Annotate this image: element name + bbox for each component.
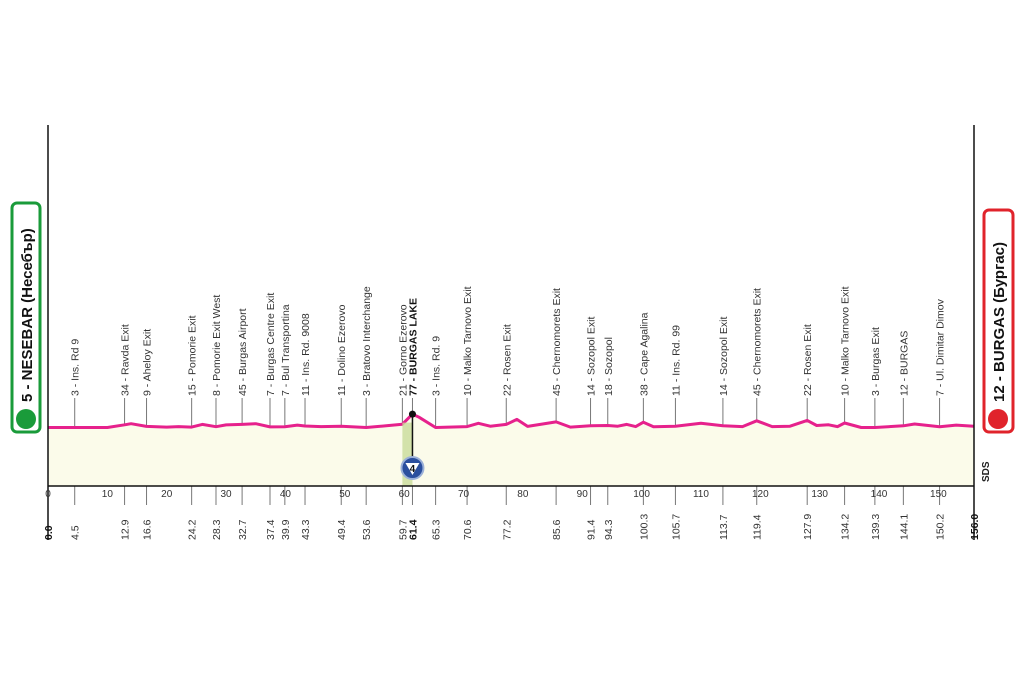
profile-fill — [48, 414, 974, 486]
finish-city-label: 12 - BURGAS (Бургас) — [991, 242, 1008, 402]
x-tick-label: 30 — [221, 489, 233, 500]
waypoint-label: 15 - Pomorie Exit — [187, 315, 199, 396]
bicycle-finish-icon — [988, 409, 1008, 429]
x-tick-label: 40 — [280, 489, 292, 500]
waypoint-label: 7 - Ul. Dimitar Dimov — [935, 298, 947, 396]
waypoint-label: 14 - Sozopol Exit — [586, 317, 598, 396]
waypoint-label: 7 - Burgas Centre Exit — [265, 293, 277, 396]
waypoint-label: 10 - Malko Tarnovo Exit — [840, 286, 852, 396]
waypoint-km-label: 39.9 — [280, 519, 292, 540]
x-tick-label: 10 — [102, 489, 114, 500]
waypoint-label: 11 - Ins. Rd. 99 — [670, 325, 682, 396]
waypoint-km-label: 53.6 — [361, 519, 373, 540]
waypoint-label: 9 - Aheloy Exit — [142, 329, 154, 396]
x-tick-label: 20 — [161, 489, 173, 500]
waypoint-km-label: 139.3 — [870, 514, 882, 540]
waypoint-label: 38 - Cape Agalina — [638, 312, 650, 396]
start-city-label: 5 - NESEBAR (Несебър) — [19, 228, 36, 402]
x-tick-label: 70 — [458, 489, 470, 500]
x-tick-label: 100 — [633, 489, 650, 500]
waypoint-km-label: 61.4 — [407, 519, 419, 540]
waypoint-km-label: 59.7 — [397, 519, 409, 540]
waypoint-label: 22 - Rosen Exit — [802, 324, 814, 396]
waypoint-km-label: 105.7 — [670, 514, 682, 540]
waypoint-label: 10 - Malko Tarnovo Exit — [462, 286, 474, 396]
waypoint-km-label: 24.2 — [187, 519, 199, 540]
waypoint-label: 18 - Sozopol — [603, 337, 615, 396]
waypoint-km-label: 43.3 — [300, 519, 312, 540]
waypoint-label: 12 - BURGAS — [898, 331, 910, 396]
waypoint-km-label: 32.7 — [237, 519, 249, 540]
waypoint-km-label: 127.9 — [802, 514, 814, 540]
x-tick-label: 150 — [930, 489, 947, 500]
waypoint-label: 77 - BURGAS LAKE — [407, 298, 419, 396]
waypoint-label: 3 - Burgas Exit — [870, 327, 882, 396]
waypoint-km-label: 119.4 — [752, 514, 764, 540]
start-badge: 5 - NESEBAR (Несебър) — [10, 201, 42, 434]
profile-line — [48, 412, 975, 429]
waypoint-km-label: 91.4 — [586, 519, 598, 540]
x-tick-label: 80 — [517, 489, 529, 500]
waypoint-label: 14 - Sozopol Exit — [718, 317, 730, 396]
x-tick-label: 130 — [811, 489, 828, 500]
waypoint-km-label: 150.2 — [935, 514, 947, 540]
waypoint-label: 3 - Ins. Rd. 9 — [431, 336, 443, 396]
waypoint-km-label: 85.6 — [551, 519, 563, 540]
x-tick-label: 50 — [339, 489, 351, 500]
x-tick-label: 0 — [45, 489, 51, 500]
sds-logo: SDS — [981, 461, 992, 482]
waypoint-label: 21 - Gorno Ezerovo — [397, 304, 409, 396]
waypoint-label: 3 - Bratovo Interchange — [361, 286, 373, 396]
kom-summit-dot — [408, 410, 416, 418]
waypoint-km-label: 94.3 — [603, 519, 615, 540]
x-tick-label: 110 — [693, 489, 709, 500]
waypoint-km-label: 49.4 — [336, 519, 348, 540]
waypoint-km-label: 28.3 — [211, 519, 223, 540]
kom-triangle-icon — [405, 463, 420, 475]
waypoint-km-label: 16.6 — [142, 519, 154, 540]
waypoint-km-label: 12.9 — [120, 519, 132, 540]
waypoint-km-label: 113.7 — [718, 514, 730, 540]
waypoint-label: 7 - Bul Transportina — [280, 304, 292, 396]
finish-km-label: 156.0 — [969, 514, 981, 540]
x-tick-label: 140 — [871, 489, 888, 500]
waypoint-label: 45 - Chernomorets Exit — [551, 288, 563, 396]
waypoint-km-label: 70.6 — [462, 519, 474, 540]
waypoint-km-label: 77.2 — [501, 519, 513, 540]
waypoint-label: 22 - Rosen Exit — [501, 324, 513, 396]
waypoint-km-label: 134.2 — [840, 514, 852, 540]
finish-badge: 12 - BURGAS (Бургас) — [982, 208, 1015, 434]
start-km-label: 0.0 — [43, 525, 55, 540]
waypoint-label: 45 - Chernomorets Exit — [752, 288, 764, 396]
waypoint-km-label: 144.1 — [898, 514, 910, 540]
climb-segment — [402, 422, 413, 486]
waypoint-label: 11 - Dolino Ezerovo — [336, 304, 348, 396]
waypoint-km-label: 37.4 — [265, 519, 277, 540]
x-tick-label: 60 — [399, 489, 411, 500]
bicycle-start-icon — [16, 409, 36, 429]
waypoint-label: 45 - Burgas Airport — [237, 308, 249, 396]
kom-category-label: 4 — [410, 464, 416, 475]
x-tick-label: 120 — [752, 489, 769, 500]
waypoint-label: 3 - Ins. Rd 9 — [70, 339, 82, 396]
x-tick-label: 90 — [577, 489, 589, 500]
waypoint-km-label: 65.3 — [431, 519, 443, 540]
waypoint-label: 11 - Ins. Rd. 9008 — [300, 313, 312, 396]
waypoint-label: 34 - Ravda Exit — [120, 324, 132, 396]
waypoint-km-label: 100.3 — [638, 514, 650, 540]
waypoint-label: 8 - Pomorie Exit West — [211, 295, 223, 396]
waypoint-km-label: 4.5 — [70, 525, 82, 540]
